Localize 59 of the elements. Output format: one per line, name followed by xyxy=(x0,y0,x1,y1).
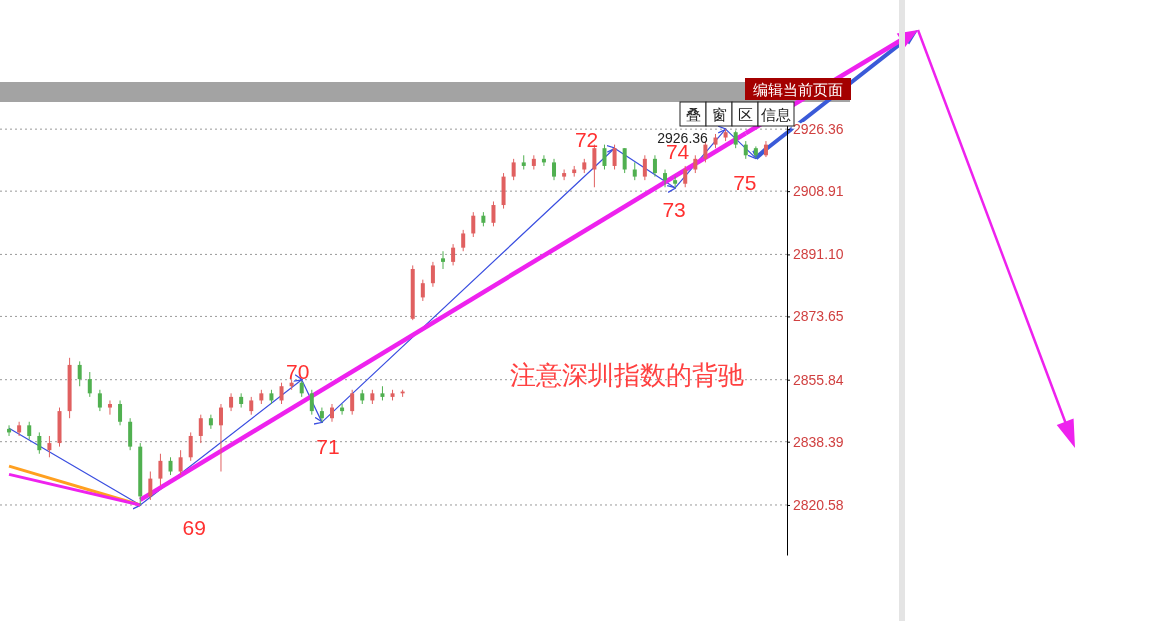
candlestick xyxy=(612,144,617,171)
annotation: 区 xyxy=(737,106,753,123)
candlestick xyxy=(97,389,102,412)
annotation: 信息 xyxy=(761,106,791,123)
candlestick xyxy=(642,154,647,181)
y-tick-label: 2891.10 xyxy=(793,246,844,263)
candlestick xyxy=(47,435,52,458)
y-tick-label: 2855.84 xyxy=(793,371,844,388)
candlestick xyxy=(461,229,466,252)
candlestick xyxy=(188,431,193,462)
candlestick xyxy=(178,449,183,476)
y-tick-label: 2873.65 xyxy=(793,308,844,325)
annotation: 72 xyxy=(574,127,599,151)
candlestick xyxy=(148,471,153,501)
candlestick xyxy=(471,211,476,238)
candlestick xyxy=(602,144,607,171)
annotation: 73 xyxy=(662,198,686,222)
candlestick xyxy=(441,250,446,270)
candlestick xyxy=(350,389,355,416)
annotation: 71 xyxy=(316,435,340,459)
candlestick xyxy=(107,399,112,416)
candlestick xyxy=(319,407,324,423)
candlestick xyxy=(552,158,557,181)
candlestick xyxy=(430,261,435,288)
annotation: 叠 xyxy=(685,106,701,123)
candlestick xyxy=(420,279,425,302)
candlestick xyxy=(158,453,163,487)
annotation: 69 xyxy=(182,516,206,540)
candlestick xyxy=(77,360,82,387)
annotation: 注意深圳指数的背驰 xyxy=(510,361,744,390)
toolbar-button: 叠 xyxy=(679,101,707,127)
candlestick xyxy=(663,169,668,188)
candlestick xyxy=(511,158,516,181)
candlestick xyxy=(17,421,22,437)
annotation: 70 xyxy=(286,360,310,384)
candlestick xyxy=(218,403,223,473)
candlestick xyxy=(652,154,657,178)
candlestick xyxy=(118,399,123,426)
candlestick xyxy=(208,414,213,430)
annotation: 75 xyxy=(733,171,757,195)
candlestick xyxy=(451,243,456,266)
candlestick xyxy=(87,371,92,398)
toolbar-button: 区 xyxy=(731,101,759,127)
candlestick xyxy=(683,165,688,188)
y-tick-label: 2908.91 xyxy=(793,183,844,200)
candlestick xyxy=(673,176,678,189)
y-tick-label: 2838.39 xyxy=(793,433,844,450)
toolbar-button: 窗 xyxy=(705,101,733,127)
candlestick xyxy=(198,414,203,444)
y-tick-label: 2926.36 xyxy=(793,121,844,138)
candlestick xyxy=(562,169,567,181)
candlestick xyxy=(309,389,314,416)
candlestick xyxy=(279,382,284,405)
candlestick xyxy=(491,200,496,227)
annotation: 窗 xyxy=(711,106,727,123)
edit-button: 编辑当前页面 xyxy=(745,78,851,100)
candlestick xyxy=(37,431,42,455)
y-tick-label: 2820.58 xyxy=(793,496,844,513)
candlestick xyxy=(622,147,627,174)
